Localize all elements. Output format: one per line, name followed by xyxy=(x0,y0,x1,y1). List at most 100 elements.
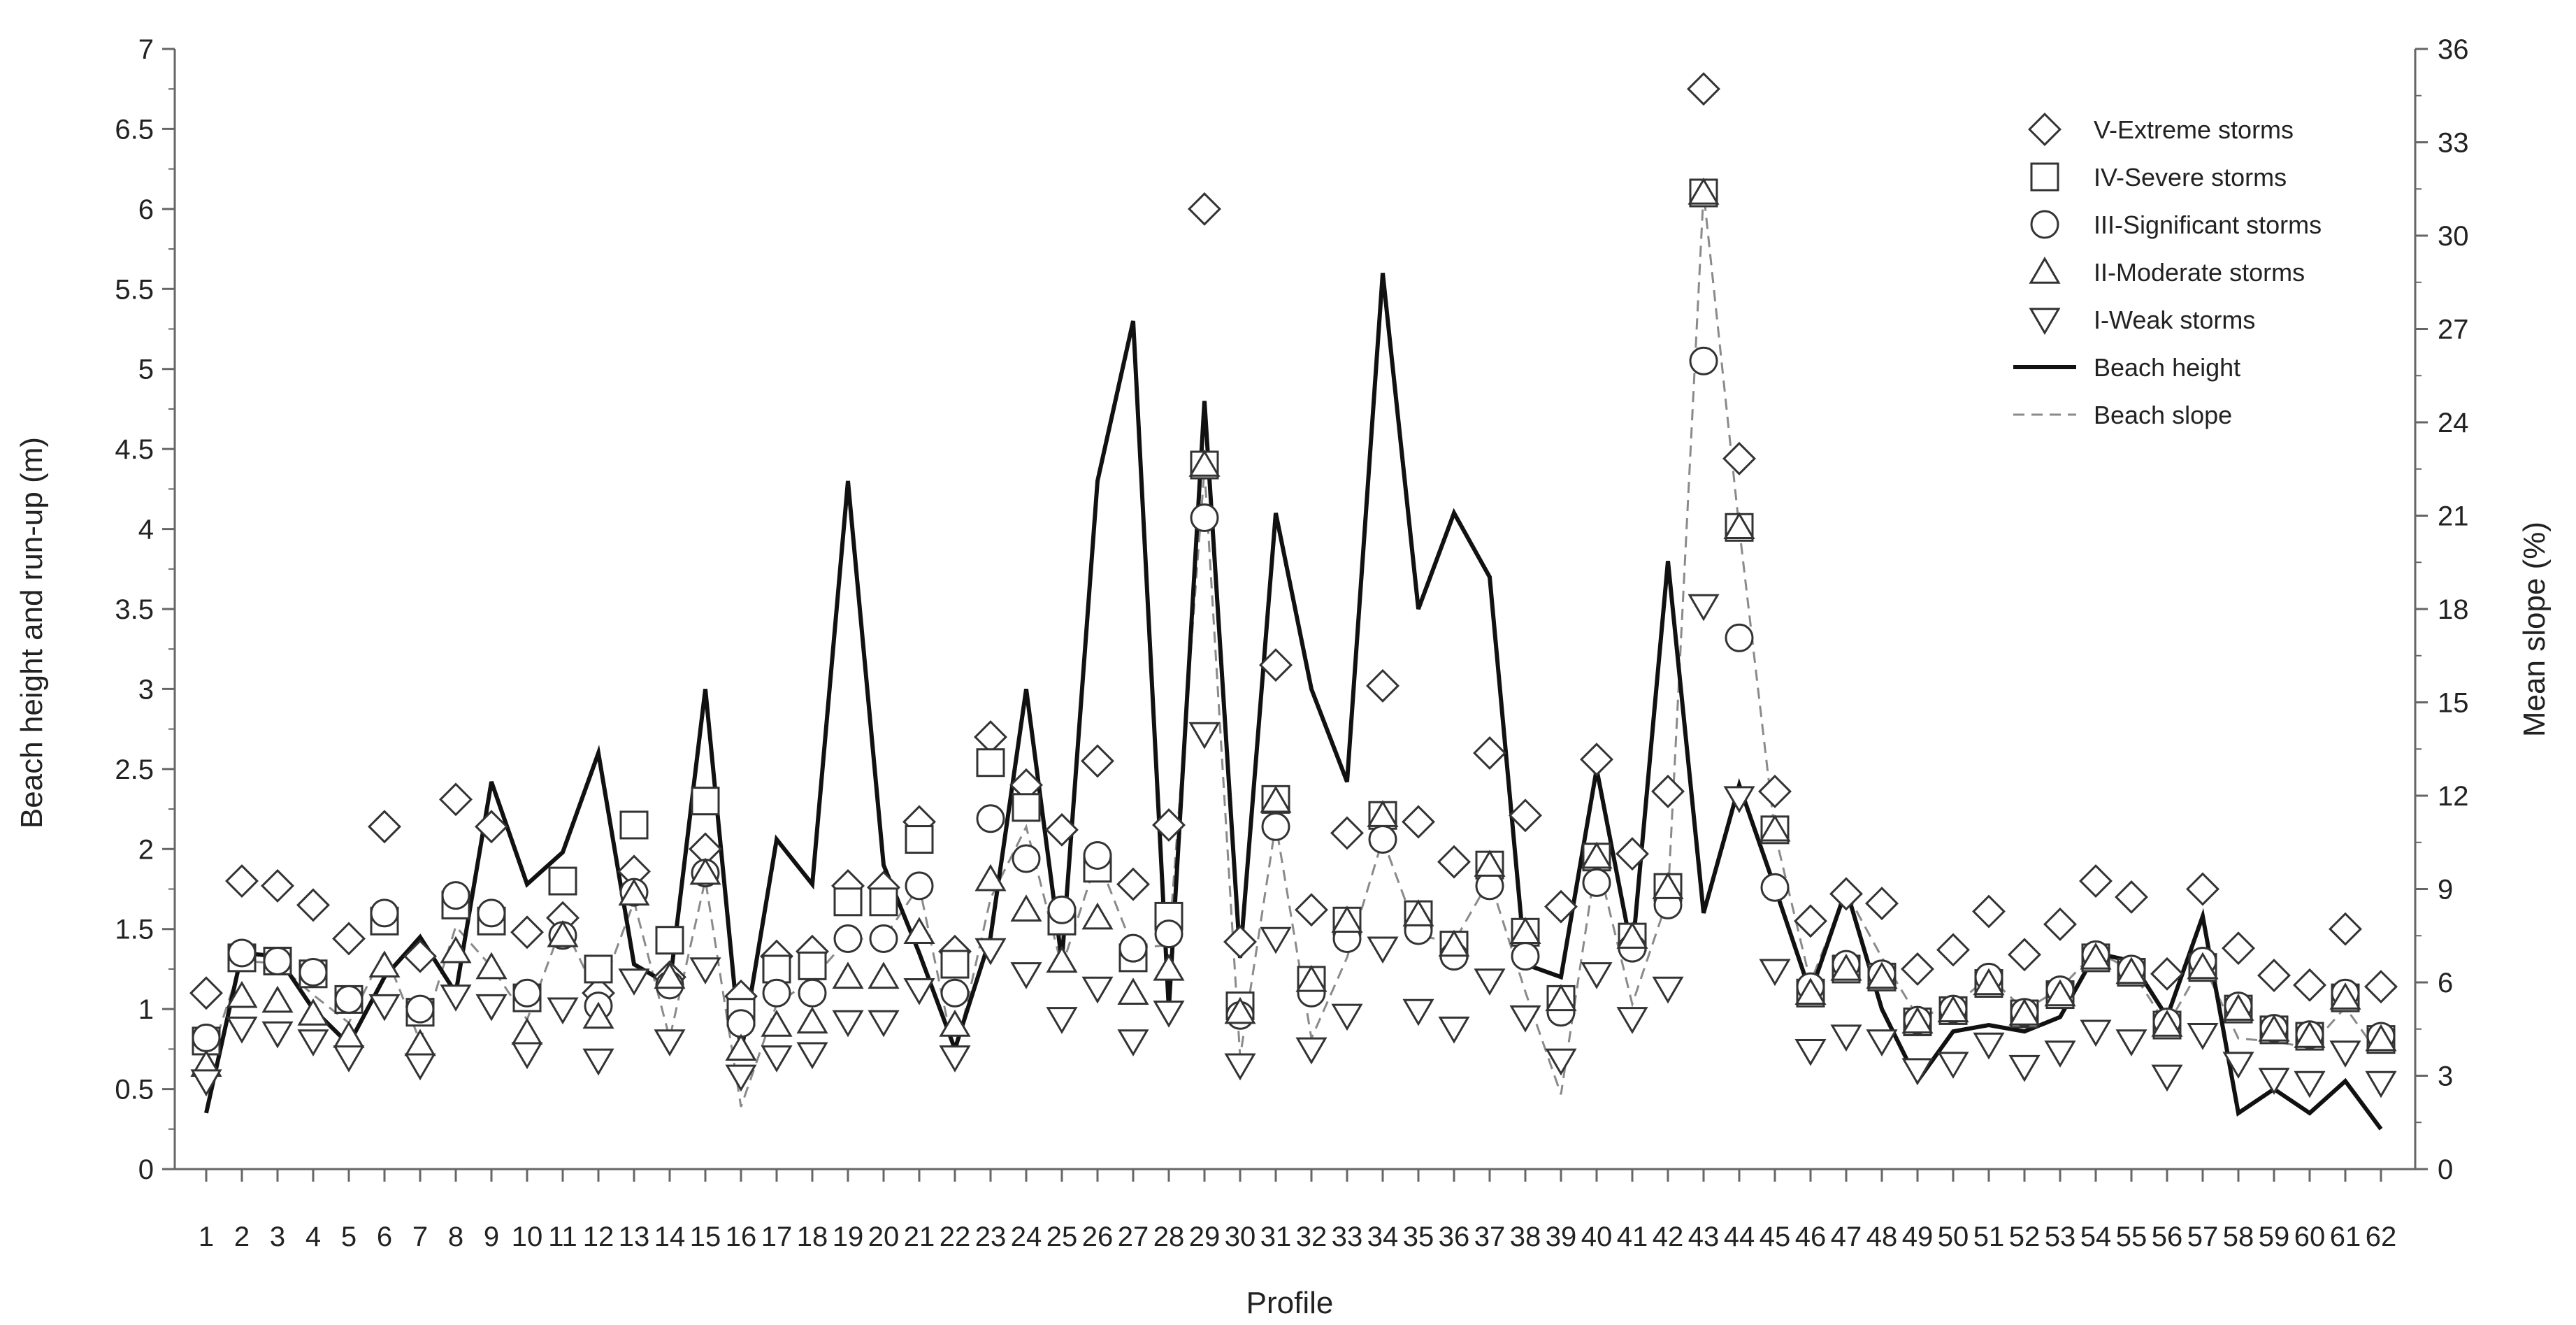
x-tick-label: 34 xyxy=(1367,1222,1399,1252)
triangle-up-point xyxy=(2151,1010,2183,1037)
triangle-up-point xyxy=(2080,942,2112,970)
diamond-point xyxy=(332,922,366,956)
x-tick-label: 56 xyxy=(2152,1222,2183,1252)
x-tick-label: 23 xyxy=(975,1222,1007,1252)
x-tick-label: 36 xyxy=(1439,1222,1470,1252)
triangle-down-point xyxy=(2294,1070,2326,1098)
triangle-up-point xyxy=(618,878,650,906)
triangle-down-point xyxy=(1402,998,1434,1026)
circle-point xyxy=(1261,812,1290,841)
diamond-point xyxy=(1580,743,1613,777)
square-point xyxy=(869,887,898,917)
triangle-up-point xyxy=(511,1017,543,1045)
triangle-up-point xyxy=(2365,1024,2397,1052)
triangle-down-point xyxy=(796,1042,828,1070)
circle-point xyxy=(441,881,470,910)
circle-point xyxy=(1012,844,1041,873)
diamond-point xyxy=(1295,893,1328,927)
diamond-point xyxy=(439,782,473,817)
y-right-tick-label: 21 xyxy=(2438,501,2469,532)
triangle-down-point xyxy=(1937,1052,1969,1079)
x-tick-label: 42 xyxy=(1653,1222,1684,1252)
x-tick-label: 62 xyxy=(2366,1222,2397,1252)
triangle-down-point xyxy=(2329,1040,2361,1068)
x-tick-label: 2 xyxy=(234,1222,250,1252)
triangle-down-point xyxy=(1260,926,1292,954)
triangle-up-point xyxy=(1794,977,1827,1005)
circle-point xyxy=(1511,942,1540,971)
y-left-tick-label: 5 xyxy=(138,354,154,385)
diamond-point xyxy=(261,868,294,903)
triangle-down-point xyxy=(939,1045,971,1073)
triangle-down-point xyxy=(261,1021,294,1049)
triangle-up-point xyxy=(1545,984,1577,1012)
x-tick-label: 19 xyxy=(833,1222,864,1252)
triangle-down-point xyxy=(1188,722,1221,750)
diamond-point xyxy=(1936,933,1970,967)
triangle-down-point xyxy=(1973,1032,2005,1060)
x-tick-label: 59 xyxy=(2259,1222,2290,1252)
triangle-up-point xyxy=(582,1001,614,1029)
square-point xyxy=(584,954,613,984)
triangle-down-point xyxy=(297,1029,329,1057)
triangle-up-point xyxy=(1224,996,1256,1024)
x-tick-label: 5 xyxy=(341,1222,357,1252)
triangle-up-point xyxy=(1188,450,1221,477)
circle-point xyxy=(1047,895,1077,924)
x-tick-label: 25 xyxy=(1046,1222,1078,1252)
diamond-point xyxy=(1330,816,1364,850)
triangle-down-point xyxy=(1830,1024,1862,1052)
diamond-point xyxy=(1116,867,1150,901)
triangle-down-point xyxy=(511,1042,543,1070)
diamond-point xyxy=(1081,744,1114,778)
triangle-up-point xyxy=(1010,894,1042,922)
triangle-down-point xyxy=(2080,1019,2112,1047)
diamond-point xyxy=(1794,904,1827,938)
triangle-down-point xyxy=(1295,1037,1327,1065)
diamond-point xyxy=(2150,957,2184,991)
x-tick-label: 17 xyxy=(761,1222,793,1252)
triangle-up-point xyxy=(1688,177,1720,205)
circle-point xyxy=(762,978,791,1008)
y-right-tick-label: 30 xyxy=(2438,221,2469,252)
triangle-down-point xyxy=(1688,594,1720,622)
triangle-up-point xyxy=(1901,1006,1934,1034)
diamond-point xyxy=(1901,952,1934,986)
circle-point xyxy=(1582,868,1611,897)
circle-point xyxy=(298,958,328,987)
y-right-tick-label: 27 xyxy=(2438,315,2469,345)
diamond-point xyxy=(2293,968,2326,1002)
x-tick-label: 58 xyxy=(2223,1222,2254,1252)
triangle-up-point xyxy=(868,961,900,989)
x-tick-label: 29 xyxy=(1189,1222,1221,1252)
x-tick-label: 44 xyxy=(1724,1222,1755,1252)
triangle-down-point xyxy=(1046,1007,1078,1034)
circle-point xyxy=(1689,346,1718,375)
square-point xyxy=(655,926,684,955)
y-left-tick-label: 6.5 xyxy=(115,114,154,145)
triangle-down-point xyxy=(903,977,935,1005)
triangle-down-point xyxy=(1652,976,1684,1004)
square-point xyxy=(619,810,649,840)
triangle-up-point xyxy=(2329,982,2361,1010)
triangle-up-point xyxy=(654,961,686,989)
triangle-up-point xyxy=(1866,961,1898,989)
diamond-point xyxy=(974,720,1007,754)
triangle-down-point xyxy=(1616,1007,1648,1034)
y-left-tick-label: 1.5 xyxy=(115,915,154,945)
triangle-up-point xyxy=(1937,995,1969,1023)
diamond-point xyxy=(1722,441,1756,475)
y-right-tick-label: 9 xyxy=(2438,875,2453,905)
square-point xyxy=(762,954,791,984)
square-point xyxy=(833,887,863,917)
x-tick-label: 24 xyxy=(1011,1222,1042,1252)
triangle-down-point xyxy=(2044,1040,2076,1068)
triangle-up-point xyxy=(689,857,721,885)
x-tick-label: 53 xyxy=(2045,1222,2076,1252)
triangle-down-point xyxy=(2115,1029,2147,1057)
x-tick-label: 3 xyxy=(270,1222,285,1252)
x-tick-label: 46 xyxy=(1795,1222,1827,1252)
circle-point xyxy=(869,924,898,953)
triangle-down-point xyxy=(689,957,721,984)
